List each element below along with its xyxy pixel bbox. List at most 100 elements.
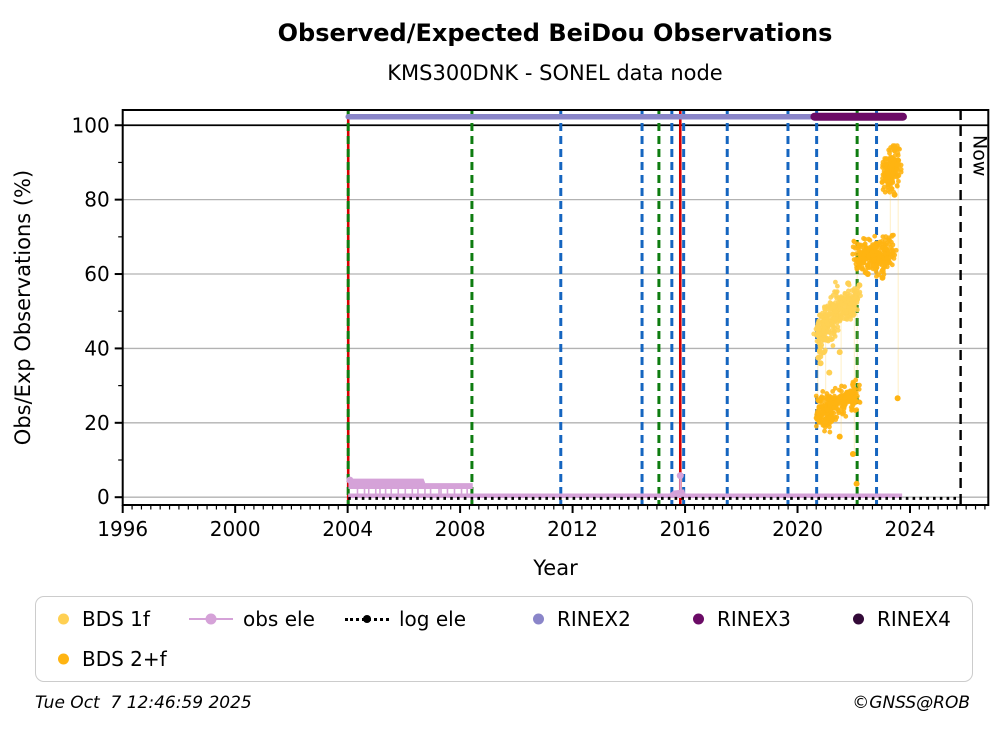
bds-point	[838, 306, 844, 312]
bds-outlier-point	[856, 282, 863, 289]
bds-point	[889, 163, 895, 168]
rinex3-marker-icon	[693, 612, 707, 626]
bds-point	[824, 396, 830, 402]
bds-point	[814, 416, 820, 421]
bds-point	[841, 400, 846, 406]
bds-point	[891, 159, 897, 164]
bds-point	[862, 241, 868, 247]
bds-point	[873, 240, 879, 246]
y-tick-label: 0	[97, 485, 110, 509]
bds-point	[883, 246, 889, 252]
x-tick-label: 2008	[435, 517, 486, 541]
bds-point	[822, 428, 827, 434]
bds-point	[816, 340, 822, 346]
bds-point	[854, 288, 860, 294]
legend-item-obs-ele: obs ele	[189, 603, 315, 635]
bds-point	[870, 253, 876, 259]
bds-point	[894, 162, 900, 168]
y-tick-label: 40	[84, 336, 109, 360]
bds-point	[889, 262, 895, 268]
y-tick-label: 80	[84, 188, 109, 212]
bds-point	[815, 320, 821, 325]
bds-point	[889, 233, 895, 239]
bds-point	[827, 429, 833, 435]
bds-outlier-point	[879, 274, 886, 281]
bds-point	[887, 179, 893, 184]
legend-item-log-ele: log ele	[345, 603, 466, 635]
legend-item-rinex3: RINEX3	[693, 603, 791, 635]
bds-point	[866, 254, 872, 260]
bds-point	[861, 236, 866, 241]
bds-point	[835, 327, 841, 333]
bds-point	[848, 316, 854, 322]
bds-point	[821, 421, 827, 427]
obs-ele-band	[348, 478, 473, 490]
bds-point	[839, 302, 845, 308]
plot-timestamp: Tue Oct 7 12:46:59 2025	[35, 693, 252, 713]
bds-point	[844, 308, 849, 314]
obs-ele-marker	[676, 472, 684, 480]
bds-point	[852, 300, 858, 306]
bds-point	[876, 272, 882, 278]
x-tick-label: 2024	[885, 517, 936, 541]
bds-point	[829, 311, 835, 317]
bds-point	[817, 331, 823, 337]
bds-point	[856, 386, 862, 392]
bds-point	[887, 238, 893, 243]
bds-point	[898, 167, 904, 172]
now-label: Now	[969, 135, 991, 176]
bds-point	[884, 255, 890, 261]
bds-point	[852, 245, 858, 251]
bds-outlier-point	[815, 354, 822, 361]
bds-point	[839, 409, 845, 415]
bds-point	[854, 266, 860, 272]
chart-canvas: Now 0 20 40 60 80 100 1996 2000 2004 2008 2012 2016 2…	[11, 109, 991, 580]
bds-point	[845, 398, 851, 404]
bds-point	[832, 385, 838, 391]
bds-point	[839, 383, 844, 389]
x-axis-label: Year	[532, 556, 578, 580]
bds-point	[830, 293, 836, 298]
bds-point	[817, 312, 823, 318]
plot-frame	[121, 109, 990, 506]
x-tick-label: 2000	[210, 517, 261, 541]
bds-point	[826, 327, 832, 333]
bds-point	[833, 289, 839, 295]
bds-point	[896, 178, 901, 184]
bds-point	[888, 156, 894, 162]
bds-outlier-point	[826, 369, 833, 376]
bds-point	[894, 183, 900, 188]
bds-point	[857, 382, 862, 388]
x-tick-label: 1996	[97, 517, 148, 541]
bds-outlier-point	[836, 349, 843, 356]
bds-outlier-point	[864, 271, 871, 278]
log-ele-marker-icon	[345, 612, 389, 626]
bds-point	[853, 390, 859, 396]
bds-outlier-point	[849, 451, 856, 458]
bds-point	[813, 332, 819, 338]
bds-point	[871, 257, 877, 263]
y-tick-label: 60	[84, 262, 109, 286]
y-tick-label: 100	[72, 113, 110, 137]
bds-point	[830, 417, 836, 423]
bds-point	[885, 170, 891, 176]
bds-point	[880, 269, 886, 274]
y-axis-label: Obs/Exp Observations (%)	[11, 170, 35, 445]
bds-2f-marker-icon	[58, 652, 72, 666]
bds-point	[827, 424, 832, 430]
bds-outlier-point	[845, 280, 852, 287]
x-tick-label: 2012	[547, 517, 598, 541]
chart-title: Observed/Expected BeiDou Observations	[277, 19, 833, 47]
obs-ele-marker	[346, 476, 354, 484]
bds-point	[852, 305, 858, 311]
bds-point	[832, 316, 838, 321]
bds-outlier-point	[836, 433, 843, 440]
bds-point	[881, 260, 887, 266]
chart-subtitle: KMS300DNK - SONEL data node	[387, 61, 723, 85]
bds-point	[864, 263, 870, 269]
bds-point	[837, 296, 843, 302]
bds-point	[825, 338, 831, 344]
bds-point	[870, 243, 876, 249]
bds-outlier-point	[853, 480, 860, 487]
